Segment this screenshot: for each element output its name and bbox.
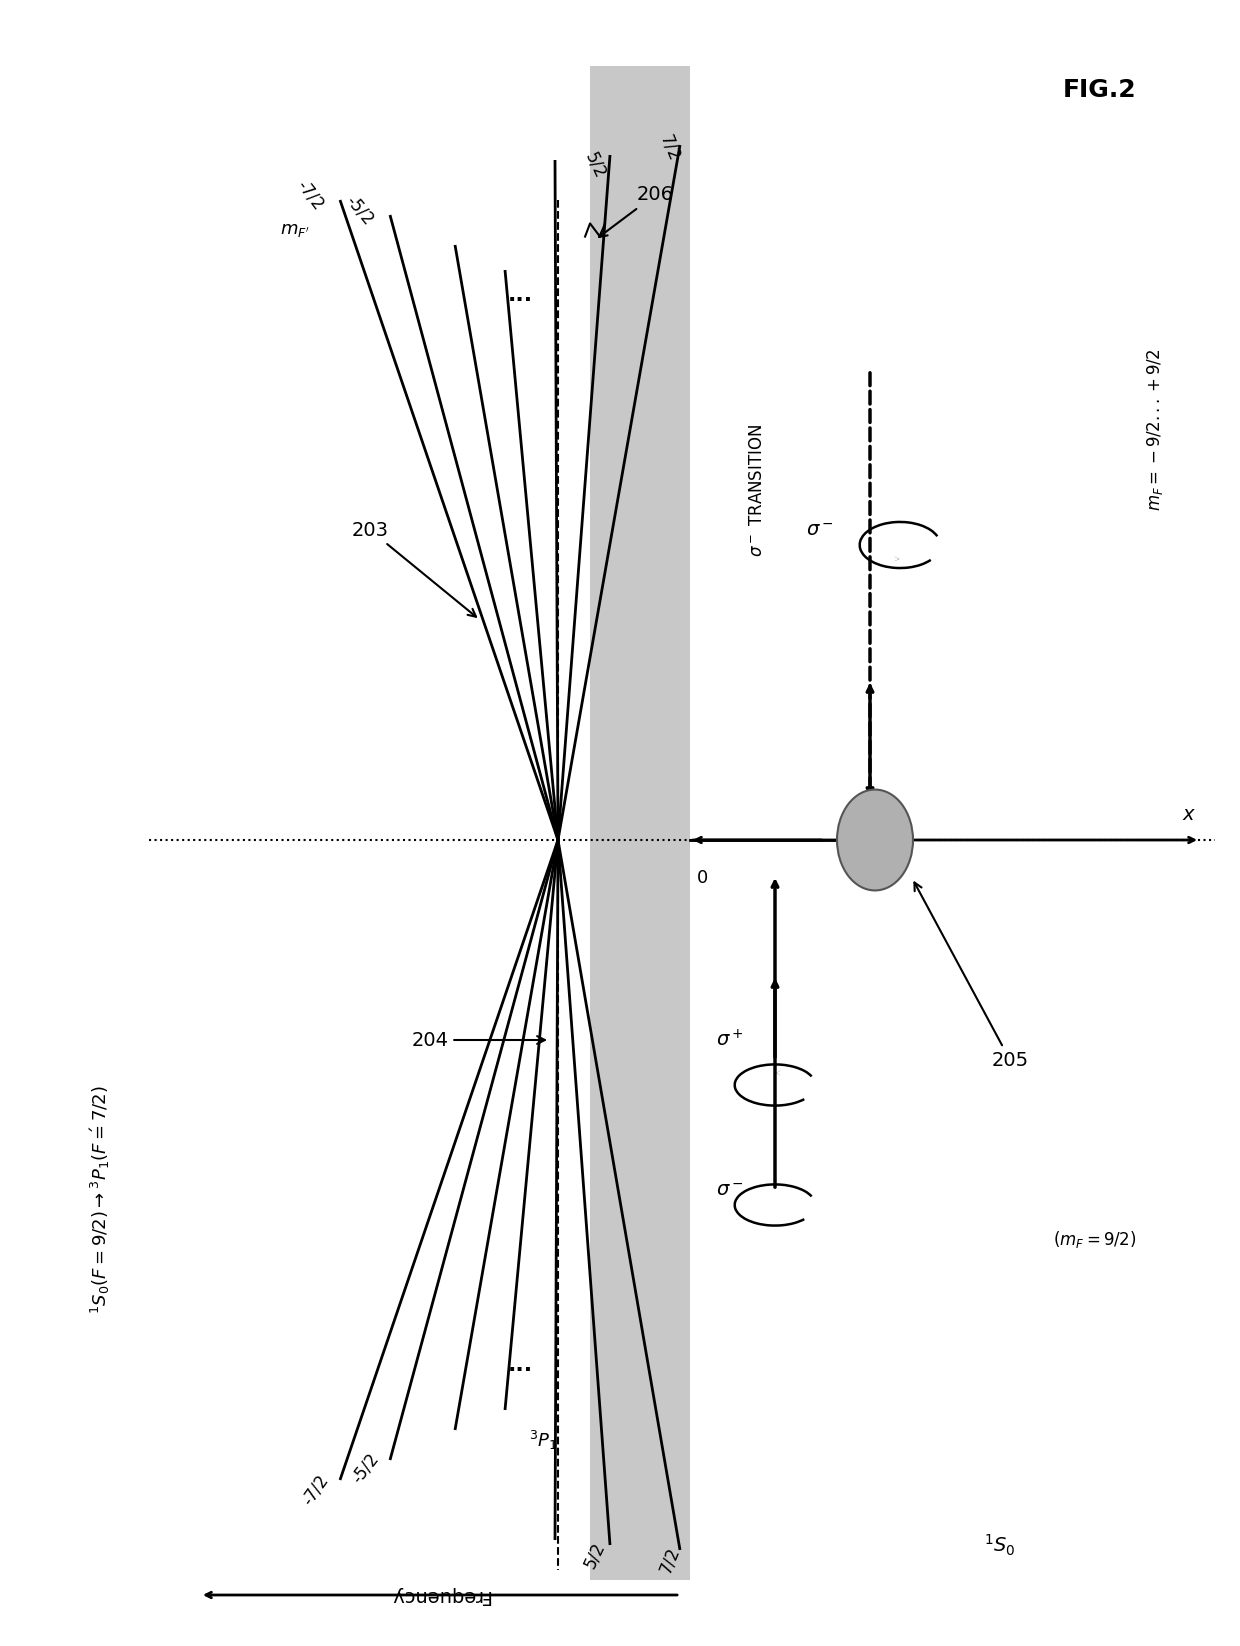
- Text: -7/2: -7/2: [293, 176, 327, 214]
- Text: 205: 205: [914, 882, 1028, 1070]
- Text: 204: 204: [412, 1030, 544, 1050]
- Circle shape: [837, 790, 913, 890]
- Text: x: x: [1182, 805, 1194, 825]
- Text: 5/2: 5/2: [582, 150, 609, 181]
- Text: $^1S_0$: $^1S_0$: [985, 1532, 1016, 1557]
- Text: $m_F=-9/2...+9/2$: $m_F=-9/2...+9/2$: [1145, 349, 1166, 512]
- Text: ···: ···: [507, 290, 532, 309]
- Text: -5/2: -5/2: [348, 1450, 382, 1486]
- Text: $^1S_0(F=9/2)\rightarrow^3P_1(F\'=7/2)$: $^1S_0(F=9/2)\rightarrow^3P_1(F\'=7/2)$: [88, 1086, 112, 1315]
- Text: -5/2: -5/2: [342, 191, 377, 229]
- Text: 7/2: 7/2: [657, 1544, 683, 1575]
- Text: $\sigma^+$: $\sigma^+$: [715, 1029, 744, 1050]
- Text: $^3P_1$: $^3P_1$: [528, 1429, 557, 1452]
- Text: $m_{F'}$: $m_{F'}$: [280, 221, 310, 239]
- Text: 203: 203: [351, 520, 476, 617]
- Bar: [590, 66, 689, 1580]
- Text: $\sigma^-$: $\sigma^-$: [806, 520, 835, 540]
- Text: 206: 206: [599, 186, 673, 237]
- Text: $\sigma^-$ TRANSITION: $\sigma^-$ TRANSITION: [748, 423, 766, 556]
- Text: 5/2: 5/2: [582, 1539, 609, 1570]
- Text: ···: ···: [507, 1360, 532, 1379]
- Text: 0: 0: [697, 869, 708, 887]
- Text: FIG.2: FIG.2: [1063, 77, 1137, 102]
- Text: 7/2: 7/2: [657, 132, 683, 163]
- Text: $(m_F=9/2)$: $(m_F=9/2)$: [1053, 1230, 1137, 1251]
- Text: -7/2: -7/2: [299, 1472, 332, 1508]
- Text: $\sigma^-$: $\sigma^-$: [715, 1180, 744, 1200]
- Text: Frequency: Frequency: [389, 1585, 490, 1605]
